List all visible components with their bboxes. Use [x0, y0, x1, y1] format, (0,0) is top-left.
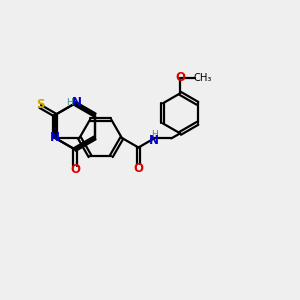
Text: N: N	[149, 134, 159, 147]
Text: N: N	[50, 131, 60, 144]
Text: O: O	[175, 71, 185, 84]
Text: O: O	[70, 163, 80, 176]
Text: CH₃: CH₃	[194, 73, 212, 83]
Text: N: N	[72, 96, 82, 110]
Text: H: H	[67, 98, 73, 107]
Text: S: S	[37, 98, 45, 111]
Text: O: O	[134, 162, 143, 175]
Text: H: H	[151, 130, 158, 139]
